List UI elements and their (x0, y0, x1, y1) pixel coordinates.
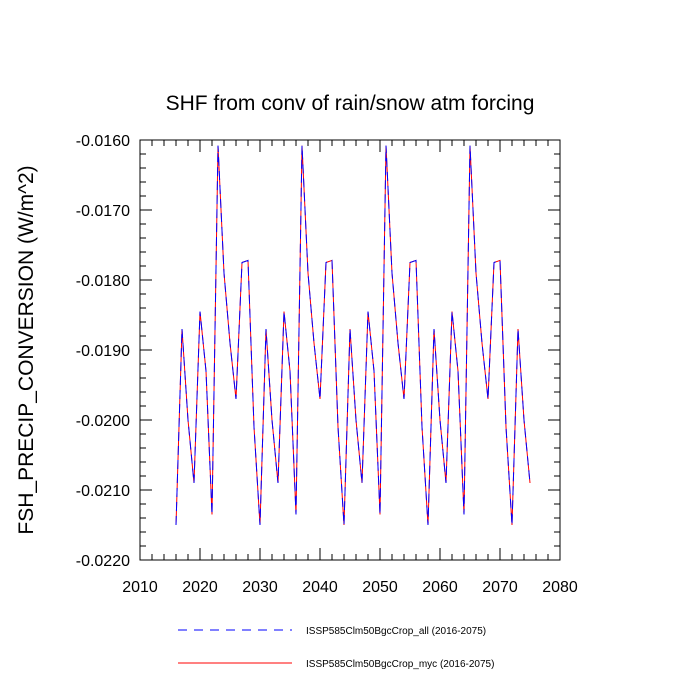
axis-ticks: 2010 2020 2030 2040 2050 2060 2070 2080 -0.0220 -… (76, 133, 578, 596)
x-tick-label: 2050 (362, 579, 398, 596)
x-tick-label: 2020 (182, 579, 218, 596)
x-tick-label: 2010 (122, 579, 158, 596)
plot-series (175, 145, 531, 526)
legend-label: ISSP585Clm50BgcCrop_all (2016-2075) (306, 626, 486, 637)
x-tick-label: 2080 (542, 579, 578, 596)
plot-frame (139, 139, 561, 561)
chart-title: SHF from conv of rain/snow atm forcing (166, 92, 535, 115)
x-tick-label: 2070 (482, 579, 518, 596)
y-tick-label: -0.0160 (76, 133, 130, 150)
x-tick-label: 2040 (302, 579, 338, 596)
y-tick-label: -0.0190 (76, 343, 130, 360)
y-tick-label: -0.0210 (76, 483, 130, 500)
series-line (175, 145, 531, 526)
legend: ISSP585Clm50BgcCrop_all (2016-2075) ISSP5… (178, 626, 494, 670)
y-axis-label: FSH_PRECIP_CONVERSION (W/m^2) (15, 165, 38, 534)
series-line (175, 145, 531, 526)
y-tick-label: -0.0170 (76, 203, 130, 220)
y-tick-label: -0.0180 (76, 273, 130, 290)
y-tick-label: -0.0200 (76, 413, 130, 430)
y-tick-label: -0.0220 (76, 553, 130, 570)
x-tick-label: 2030 (242, 579, 278, 596)
legend-label: ISSP585Clm50BgcCrop_myc (2016-2075) (306, 659, 494, 670)
x-tick-label: 2060 (422, 579, 458, 596)
series-points (175, 145, 531, 526)
